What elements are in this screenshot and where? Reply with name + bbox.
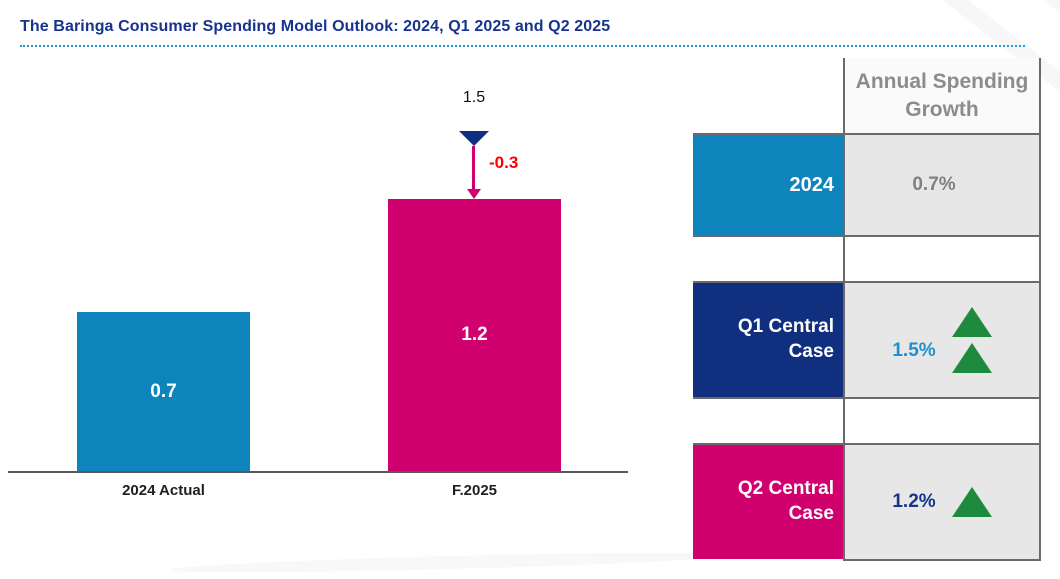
- table-column-divider: [843, 58, 845, 561]
- table-row-border: [693, 133, 1041, 135]
- bar-f2025: 1.2: [388, 199, 561, 471]
- bar-2024-actual: 0.7: [77, 312, 250, 471]
- table-row-label-2024: 2024: [693, 135, 843, 235]
- bar-value-label: 0.7: [150, 380, 177, 402]
- page-title: The Baringa Consumer Spending Model Outl…: [20, 18, 611, 35]
- table-right-border: [1039, 58, 1041, 561]
- background-watermark-wisp: [169, 548, 731, 577]
- table-row-border: [693, 281, 1041, 283]
- table-row-value-2024: 0.7%: [845, 135, 1039, 235]
- title-dotted-rule: [20, 45, 1025, 47]
- table-row-value-q2-central-case: 1.2%: [845, 445, 1039, 559]
- reference-marker-icon: [459, 131, 489, 146]
- arrow-stack: [951, 304, 992, 376]
- up-arrow-icon: [951, 307, 992, 337]
- table-row-border: [693, 397, 1041, 399]
- growth-value: 1.5%: [892, 340, 936, 361]
- table-row-label-q1-central-case: Q1 Central Case: [693, 283, 843, 397]
- delta-arrow-head-icon: [467, 189, 481, 199]
- table-bottom-border: [845, 559, 1041, 561]
- up-arrow-icon: [951, 487, 992, 517]
- x-tick-label-f2025: F.2025: [451, 482, 498, 499]
- growth-value: 1.2%: [892, 491, 936, 512]
- growth-value: 0.7%: [912, 174, 956, 195]
- bar-value-label: 1.2: [461, 324, 488, 345]
- table-row-label-q2-central-case: Q2 Central Case: [693, 445, 843, 559]
- reference-value-label: 1.5: [462, 89, 486, 106]
- table-header-annual-spending-growth: Annual Spending Growth: [845, 58, 1039, 133]
- x-tick-label-2024-actual: 2024 Actual: [122, 482, 205, 499]
- table-row-value-q1-central-case: 1.5%: [845, 283, 1039, 397]
- arrow-stack: [951, 484, 992, 520]
- up-arrow-icon: [951, 343, 992, 373]
- table-row-border: [693, 235, 1041, 237]
- x-axis-line: [8, 471, 628, 473]
- delta-value-label: -0.3: [489, 153, 519, 172]
- delta-arrow-shaft: [472, 146, 475, 190]
- table-row-border: [693, 443, 1041, 445]
